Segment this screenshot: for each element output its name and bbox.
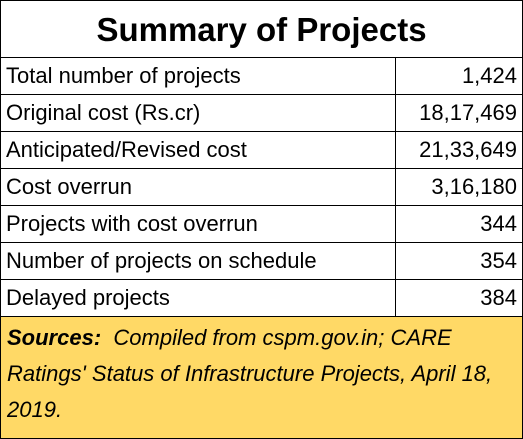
table-row: Original cost (Rs.cr) 18,17,469	[1, 94, 522, 132]
row-value: 354	[395, 242, 522, 280]
data-table: Total number of projects 1,424 Original co…	[1, 58, 522, 317]
table-title: Summary of Projects	[1, 1, 522, 58]
row-value: 384	[395, 279, 522, 317]
table-row: Number of projects on schedule 354	[1, 242, 522, 280]
table-row: Cost overrun 3,16,180	[1, 168, 522, 206]
sources-note: Sources: Compiled from cspm.gov.in; CARE…	[1, 317, 522, 438]
row-value: 21,33,649	[395, 131, 522, 169]
row-label: Delayed projects	[1, 279, 396, 317]
table-row: Delayed projects 384	[1, 279, 522, 317]
row-label: Cost overrun	[1, 168, 396, 206]
table-row: Anticipated/Revised cost 21,33,649	[1, 131, 522, 169]
row-value: 1,424	[395, 58, 522, 95]
row-label: Number of projects on schedule	[1, 242, 396, 280]
row-label: Original cost (Rs.cr)	[1, 94, 396, 132]
row-value: 18,17,469	[395, 94, 522, 132]
row-label: Total number of projects	[1, 58, 396, 95]
sources-text: Compiled from cspm.gov.in; CARE Ratings'…	[7, 325, 493, 422]
table-body: Total number of projects 1,424 Original co…	[1, 58, 522, 317]
sources-label: Sources:	[7, 325, 102, 350]
row-label: Anticipated/Revised cost	[1, 131, 396, 169]
row-value: 3,16,180	[395, 168, 522, 206]
row-value: 344	[395, 205, 522, 243]
row-label: Projects with cost overrun	[1, 205, 396, 243]
table-row: Projects with cost overrun 344	[1, 205, 522, 243]
table-row: Total number of projects 1,424	[1, 58, 522, 95]
